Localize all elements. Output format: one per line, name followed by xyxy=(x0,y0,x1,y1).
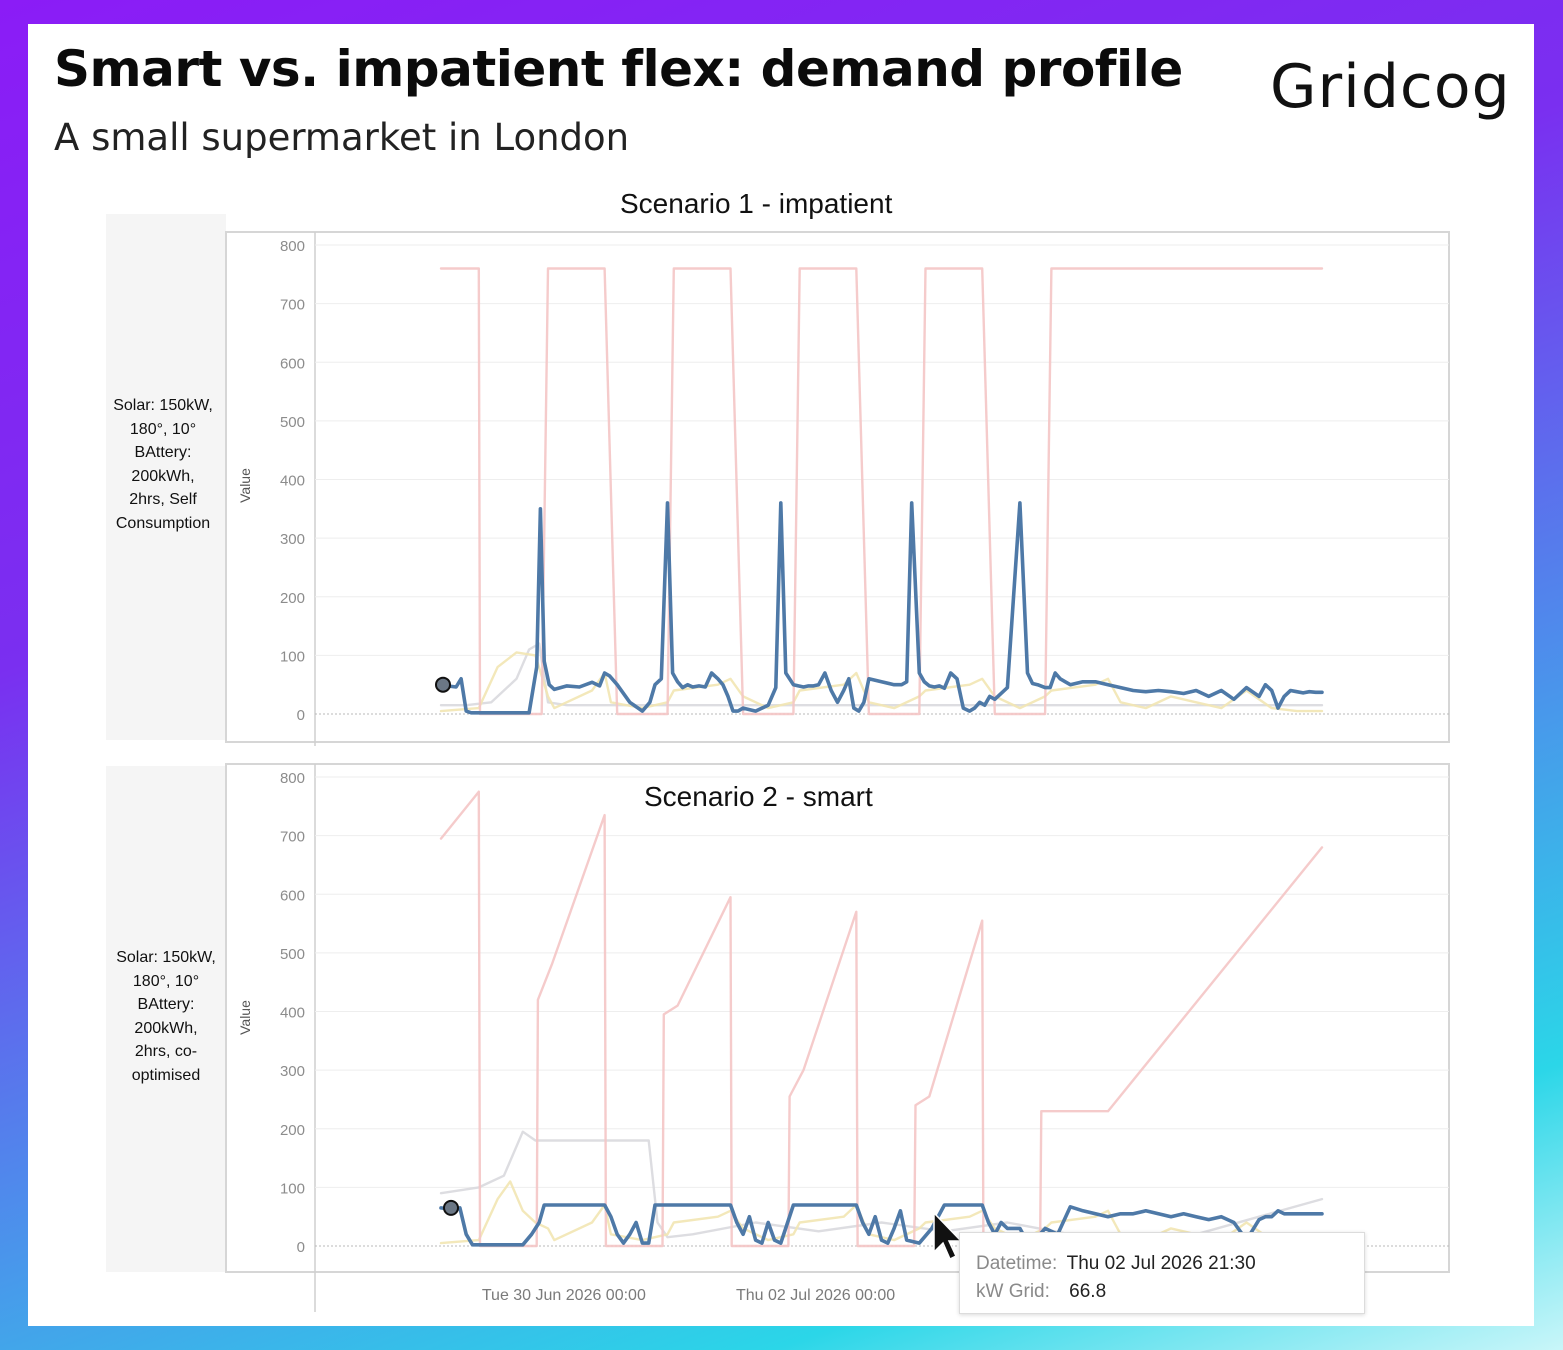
chart-2-y-tick-label: 0 xyxy=(297,1239,305,1256)
chart-2-y-tick-label: 700 xyxy=(280,829,305,846)
chart-2-x-tick-label: Thu 02 Jul 2026 00:00 xyxy=(736,1287,895,1304)
chart-1-y-axis-label: Value xyxy=(237,468,253,503)
chart-1-frame xyxy=(225,231,1450,743)
chart-2-y-tick-label: 400 xyxy=(280,1005,305,1022)
chart-2-y-tick-label: 200 xyxy=(280,1122,305,1139)
chart-2-y-tick-label: 100 xyxy=(280,1180,305,1197)
tooltip-datetime-label: Datetime: xyxy=(976,1253,1058,1274)
slide-card xyxy=(28,24,1534,1326)
scenario-2-title: Scenario 2 - smart xyxy=(644,781,873,812)
chart-2-series-ev xyxy=(439,790,1324,1248)
tooltip-datetime-value: Thu 02 Jul 2026 21:30 xyxy=(1066,1253,1256,1274)
chart-2-x-tick-label: Tue 30 Jun 2026 00:00 xyxy=(482,1287,646,1304)
page-subtitle: A small supermarket in London xyxy=(54,116,630,159)
chart-1-y-tick-label: 400 xyxy=(280,473,305,490)
chart-1-y-tick-label: 100 xyxy=(280,648,305,665)
chart-2-frame xyxy=(225,763,1450,1273)
tooltip: Datetime: Thu 02 Jul 2026 21:30 kW Grid:… xyxy=(959,1232,1365,1314)
chart-2-y-axis-label: Value xyxy=(237,1000,253,1035)
tooltip-kw-value: 66.8 xyxy=(1069,1281,1107,1302)
gridcog-logo: Gridcog xyxy=(1270,52,1511,122)
tooltip-kw-row: kW Grid: 66.8 xyxy=(976,1281,1106,1303)
chart-1-y-tick-label: 800 xyxy=(280,238,305,255)
panel-1-config-label: Solar: 150kW, 180°, 10° BAttery: 200kWh,… xyxy=(113,397,213,532)
panel-2-side-panel xyxy=(106,766,226,1272)
chart-1-series-solar xyxy=(439,651,1324,713)
panel-2-config-label: Solar: 150kW, 180°, 10° BAttery: 200kWh,… xyxy=(116,949,216,1084)
chart-1-y-tick-label: 600 xyxy=(280,355,305,372)
chart-1-y-tick-label: 500 xyxy=(280,414,305,431)
chart-2-start-marker xyxy=(443,1199,459,1216)
chart-1-series-other xyxy=(439,642,1324,707)
chart-1-y-tick-label: 0 xyxy=(297,707,305,724)
panel-1-side-panel xyxy=(106,214,226,740)
chart-1-y-tick-label: 300 xyxy=(280,531,305,548)
chart-1-start-marker xyxy=(435,676,451,693)
chart-2-y-tick-label: 500 xyxy=(280,946,305,963)
chart-1-y-tick-label: 700 xyxy=(280,297,305,314)
scenario-1-title: Scenario 1 - impatient xyxy=(620,188,893,219)
chart-1-y-tick-label: 200 xyxy=(280,590,305,607)
chart-2-y-tick-label: 300 xyxy=(280,1063,305,1080)
chart-2-y-tick-label: 600 xyxy=(280,887,305,904)
chart-2-series-other xyxy=(439,1130,1324,1239)
chart-2-y-tick-label: 800 xyxy=(280,770,305,787)
chart-2-series-grid xyxy=(439,1203,1324,1247)
tooltip-datetime-row: Datetime: Thu 02 Jul 2026 21:30 xyxy=(976,1253,1256,1275)
tooltip-kw-label: kW Grid: xyxy=(976,1281,1050,1302)
page-title: Smart vs. impatient flex: demand profile xyxy=(54,40,1183,98)
chart-1-series-ev xyxy=(439,267,1324,716)
chart-1-series-grid xyxy=(439,501,1324,715)
